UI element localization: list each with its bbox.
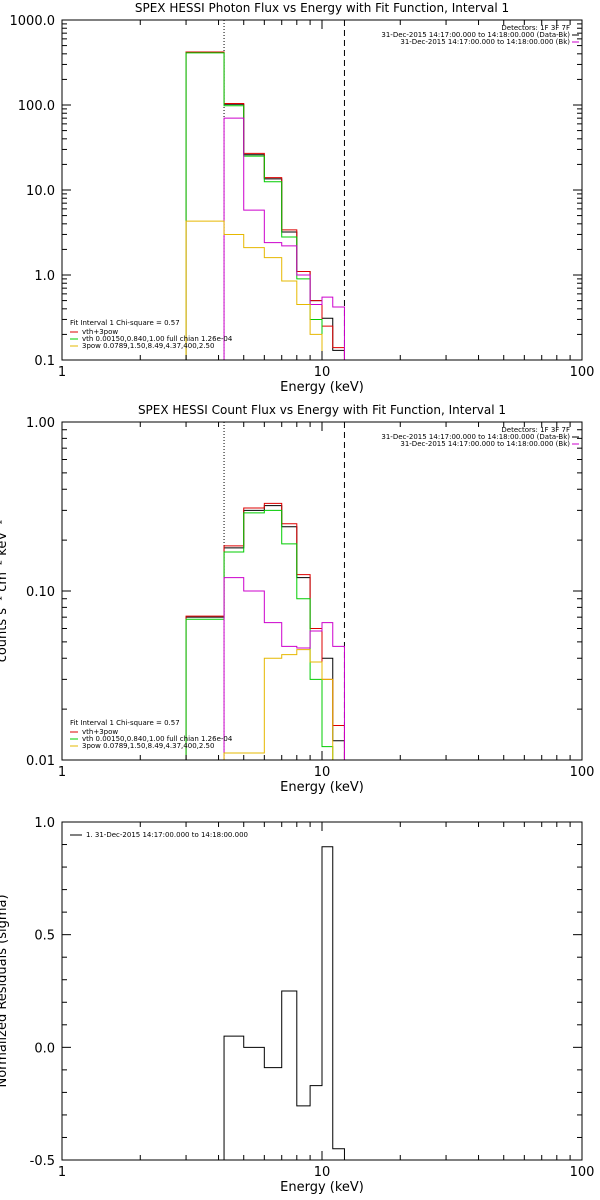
- legend-label: vth 0.00150,0.840,1.00 full chian 1.26e-…: [82, 335, 233, 343]
- x-tick-label: 1: [58, 365, 66, 380]
- series-line-1: [185, 505, 345, 760]
- legend-header: Fit Interval 1 Chi-square = 0.57: [70, 319, 180, 327]
- y-tick-label: 0.10: [26, 585, 55, 600]
- series-line-2: [185, 51, 345, 360]
- series-line-5: [185, 220, 323, 360]
- y-axis-label: counts s⁻¹ cm⁻² keV⁻¹: [0, 520, 10, 663]
- info-text: 31-Dec-2015 14:17:00.000 to 14:18:00.000…: [400, 38, 570, 46]
- x-tick-label: 1: [58, 1165, 66, 1180]
- y-tick-label: 1.0: [34, 816, 55, 831]
- plot-area: [185, 51, 345, 360]
- y-tick-label: 1.00: [26, 416, 55, 431]
- info-text: 31-Dec-2015 14:17:00.000 to 14:18:00.000…: [381, 433, 570, 441]
- legend-label: vth 0.00150,0.840,1.00 full chian 1.26e-…: [82, 735, 233, 743]
- x-tick-label: 10: [314, 365, 331, 380]
- chart-panel-1: SPEX HESSI Photon Flux vs Energy with Fi…: [10, 1, 595, 395]
- x-tick-label: 1: [58, 765, 66, 780]
- chart-title: SPEX HESSI Photon Flux vs Energy with Fi…: [135, 1, 509, 15]
- y-tick-label: 1.0: [34, 269, 55, 284]
- series-line-3: [185, 52, 323, 360]
- plot-area: [223, 846, 345, 1160]
- legend-label: 3pow 0.0789,1.50,8.49,4.37,400,2.50: [82, 742, 214, 750]
- series-line-4: [223, 577, 345, 760]
- legend-label: 1. 31-Dec-2015 14:17:00.000 to 14:18:00.…: [86, 831, 248, 839]
- y-tick-label: 0.01: [26, 754, 55, 769]
- y-tick-label: 0.5: [34, 929, 55, 944]
- x-tick-label: 100: [570, 1165, 595, 1180]
- y-tick-label: 10.0: [26, 184, 55, 199]
- x-tick-label: 10: [314, 765, 331, 780]
- x-axis-label: Energy (keV): [280, 380, 364, 395]
- series-line-5: [223, 649, 345, 760]
- legend-label: 3pow 0.0789,1.50,8.49,4.37,400,2.50: [82, 342, 214, 350]
- legend-label: vth+3pow: [82, 728, 118, 736]
- y-tick-label: 0.1: [34, 354, 55, 369]
- info-text: 31-Dec-2015 14:17:00.000 to 14:18:00.000…: [381, 31, 570, 39]
- series-line-1: [223, 846, 345, 1160]
- y-tick-label: 100.0: [18, 99, 55, 114]
- series-line-3: [185, 509, 334, 760]
- chart-title: SPEX HESSI Count Flux vs Energy with Fit…: [138, 403, 506, 417]
- x-axis-label: Energy (keV): [280, 1180, 364, 1195]
- legend-header: Fit Interval 1 Chi-square = 0.57: [70, 719, 180, 727]
- info-text: Detectors: 1F 3F 7F: [501, 426, 570, 434]
- x-axis-label: Energy (keV): [280, 780, 364, 795]
- x-tick-label: 100: [570, 765, 595, 780]
- x-tick-label: 10: [314, 1165, 331, 1180]
- series-line-1: [185, 51, 345, 360]
- series-line-4: [223, 117, 345, 360]
- y-axis-label: Normalized Residuals (sigma): [0, 894, 10, 1087]
- y-tick-label: 0.0: [34, 1041, 55, 1056]
- y-tick-label: -0.5: [30, 1154, 55, 1169]
- info-text: 31-Dec-2015 14:17:00.000 to 14:18:00.000…: [400, 440, 570, 448]
- x-tick-label: 100: [570, 365, 595, 380]
- chart-panel-2: SPEX HESSI Count Flux vs Energy with Fit…: [0, 403, 594, 795]
- plot-area: [185, 502, 345, 760]
- legend-label: vth+3pow: [82, 328, 118, 336]
- y-tick-label: 1000.0: [10, 14, 56, 29]
- info-text: Detectors: 1F 3F 7F: [501, 24, 570, 32]
- chart-panel-3: 1 10 100 Energy (keV) -0.5 0.0 0.5 1.0 Normalize…: [0, 816, 594, 1195]
